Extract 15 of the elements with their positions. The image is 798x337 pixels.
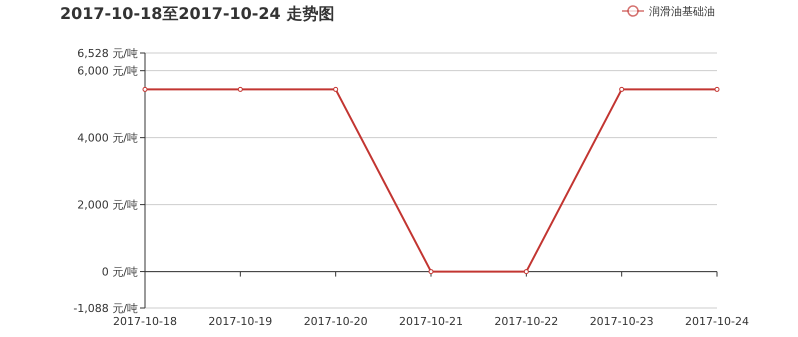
y-tick-label: 4,000 元/吨 [77, 132, 138, 145]
legend-label: 润滑油基础油 [649, 5, 715, 18]
y-tick-label: 0 元/吨 [102, 266, 138, 279]
x-tick-label: 2017-10-23 [590, 315, 654, 328]
y-tick-label: 2,000 元/吨 [77, 198, 138, 212]
x-tick-label: 2017-10-22 [494, 315, 558, 328]
y-tick-label: -1,088 元/吨 [73, 302, 138, 315]
x-tick-label: 2017-10-21 [399, 315, 463, 328]
y-tick-label: 6,000 元/吨 [77, 64, 138, 78]
x-tick-label: 2017-10-19 [208, 315, 272, 328]
x-tick-label: 2017-10-18 [113, 315, 177, 328]
chart-title: 2017-10-18至2017-10-24 走势图 [60, 4, 334, 23]
x-tick-label: 2017-10-20 [304, 315, 368, 328]
x-tick-label: 2017-10-24 [685, 315, 749, 328]
y-tick-label: 6,528 元/吨 [77, 47, 138, 60]
